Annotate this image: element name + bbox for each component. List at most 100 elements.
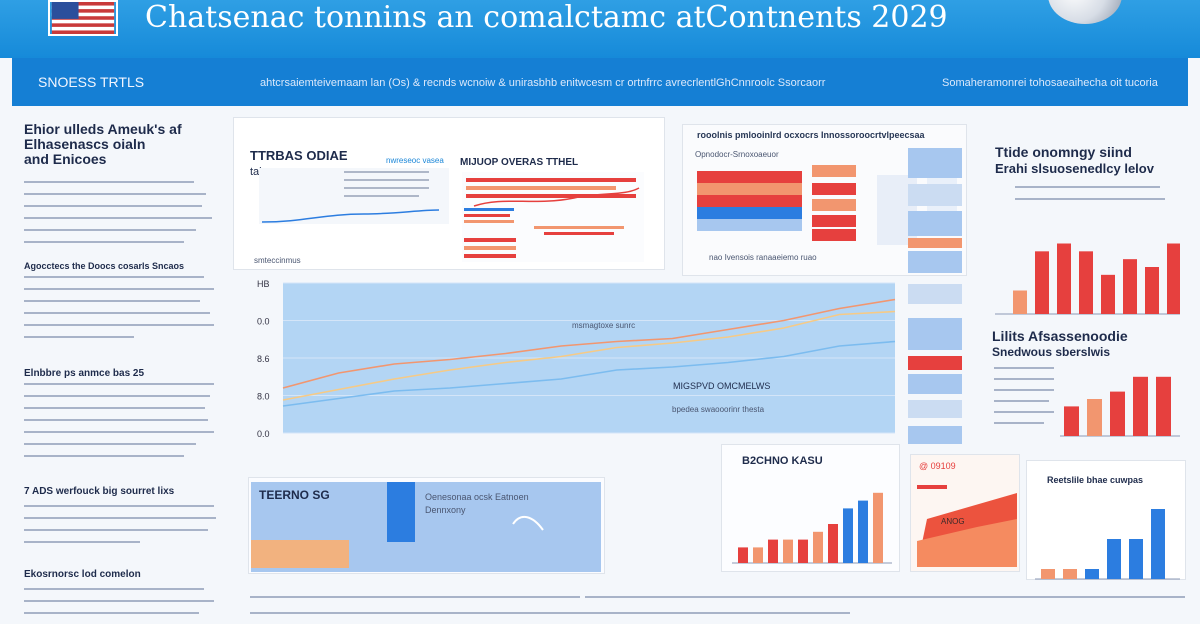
bottom-panel: TEERNO SG Oenesonaa ocsk Eatnoen Dennxon… — [248, 477, 605, 574]
bar-3 — [1057, 243, 1071, 314]
left-heading-3: Elnbbre ps anmce bas 25 — [24, 368, 145, 379]
nav-summary: Somaheramonrei tohosaeaihecha oit tucori… — [942, 77, 1158, 89]
right-top-text-line — [1015, 198, 1165, 200]
globe-icon — [1048, 0, 1122, 24]
footer-line — [585, 596, 915, 598]
area-panel: @ 09109 ANOG — [910, 454, 1020, 572]
stacked-subtitle: Opnodocr-Srnoxoaeuor — [695, 150, 779, 159]
bar-6 — [1123, 259, 1137, 314]
left-text-line — [24, 419, 208, 421]
left-text-line — [24, 336, 134, 338]
line-label-c: bpedea swaooorinr thesta — [672, 405, 765, 414]
left-text-line — [24, 193, 206, 195]
bar-2 — [753, 547, 763, 563]
left-heading-5: Ekosrnorsc lod comelon — [24, 569, 141, 580]
overview-chart-title: MIJUOP OVERAS TTHEL — [460, 157, 579, 168]
bottom-label-1: TEERNO SG — [259, 488, 330, 502]
legend-strip — [908, 148, 962, 444]
left-text-line — [24, 181, 194, 183]
right-middle-text-line — [994, 400, 1049, 402]
bar-1 — [1064, 406, 1079, 436]
overview-label-right: nwreseoc vasea — [386, 156, 444, 165]
left-text-line — [24, 288, 214, 290]
left-text-line — [24, 517, 216, 519]
left-text-line — [24, 455, 184, 457]
series-line-2 — [282, 340, 896, 407]
page-title: Chatsenac tonnins an comalctamc atContne… — [145, 0, 948, 35]
left-text-line — [24, 312, 210, 314]
right-top-title: Ttide onomngy siind — [995, 144, 1132, 160]
bar-6 — [1151, 509, 1165, 579]
left-text-line — [24, 324, 214, 326]
bottom-panel-graphic — [251, 482, 601, 572]
area-graphic — [917, 485, 1017, 567]
bar-4 — [783, 539, 793, 563]
overview-panel: TTRBAS ODIAE tahvecenevers MIJUOP OVERAS… — [233, 117, 665, 270]
left-heading-4: 7 ADS werfouck big sourret lixs — [24, 486, 175, 497]
stacked-title: rooolnis pmlooinlrd ocxocrs Innossoroocr… — [697, 130, 925, 140]
left-text-line — [24, 588, 204, 590]
bar-chart-mid-panel: B2CHNO KASU — [721, 444, 900, 572]
bar-8 — [843, 508, 853, 563]
right-middle-text-line — [994, 378, 1054, 380]
left-text-line — [24, 612, 199, 614]
bar-9 — [858, 500, 868, 563]
bar-3 — [1110, 391, 1125, 436]
right-middle-text-line — [994, 389, 1054, 391]
footer-line — [250, 612, 850, 614]
left-text-line — [24, 383, 214, 385]
bar-2 — [1087, 399, 1102, 436]
right-middle-text-line — [994, 367, 1054, 369]
area-label-bar: ANOG — [941, 517, 965, 526]
bar-7 — [1145, 267, 1159, 314]
series-line-1 — [282, 310, 896, 401]
stacked-footer: nao Ivensois ranaaeiemo ruao — [709, 253, 817, 262]
series-line-0 — [282, 298, 896, 389]
overview-label-left: smteccinmus — [254, 256, 301, 265]
bar-3 — [1085, 569, 1099, 579]
right-middle-text-line — [994, 422, 1044, 424]
bar-1 — [1041, 569, 1055, 579]
bar-4 — [1079, 251, 1093, 314]
bar-4 — [1133, 376, 1148, 436]
line-chart: HB 0.0 8.6 8.0 0.0 — [257, 279, 896, 439]
bar-10 — [873, 492, 883, 563]
overview-mini-charts — [259, 168, 644, 262]
left-text-line — [24, 276, 204, 278]
left-text-line — [24, 541, 140, 543]
bottom-label-3: Dennxony — [425, 505, 466, 515]
bar-7 — [828, 524, 838, 563]
bar-chart-right-panel: Reetslile bhae cuwpas — [1026, 460, 1186, 580]
bottom-label-2: Oenesonaa ocsk Eatnoen — [425, 492, 529, 502]
left-text-line — [24, 241, 184, 243]
line-label-b: MIGSPVD OMCMELWS — [673, 381, 771, 391]
y-tick-label: HB — [257, 279, 270, 289]
line-label-a: msmagtoxe sunrc — [572, 321, 636, 330]
left-text-line — [24, 431, 214, 433]
y-tick-label: 0.0 — [257, 317, 270, 327]
nav-label[interactable]: SNOESS TRTLS — [38, 74, 145, 90]
bar-1 — [1013, 290, 1027, 314]
bar-4 — [1107, 539, 1121, 579]
bar-chart-right — [1035, 509, 1180, 580]
overview-title: TTRBAS ODIAE — [250, 148, 348, 163]
navigation-bar: SNOESS TRTLS ahtcrsaiemteivemaam lan (Os… — [12, 58, 1188, 106]
left-text-line — [24, 600, 214, 602]
left-text-line — [24, 529, 208, 531]
bar-chart-mid — [732, 492, 892, 564]
header-bar: Chatsenac tonnins an comalctamc atContne… — [0, 0, 1200, 58]
bar-5 — [1156, 376, 1171, 436]
y-tick-label: 0.0 — [257, 429, 270, 439]
y-tick-label: 8.0 — [257, 392, 270, 402]
bar-chart-right-title: Reetslile bhae cuwpas — [1047, 475, 1144, 485]
footer-line — [915, 596, 1185, 598]
left-text-line — [24, 407, 205, 409]
bar-5 — [798, 539, 808, 563]
left-text-line — [24, 229, 196, 231]
area-label-year: @ 09109 — [919, 461, 956, 471]
bar-5 — [1101, 274, 1115, 314]
right-top-text-line — [1015, 186, 1160, 188]
right-middle-chart — [1060, 376, 1180, 437]
bar-chart-mid-title: B2CHNO KASU — [742, 455, 823, 467]
y-tick-label: 8.6 — [257, 354, 270, 364]
